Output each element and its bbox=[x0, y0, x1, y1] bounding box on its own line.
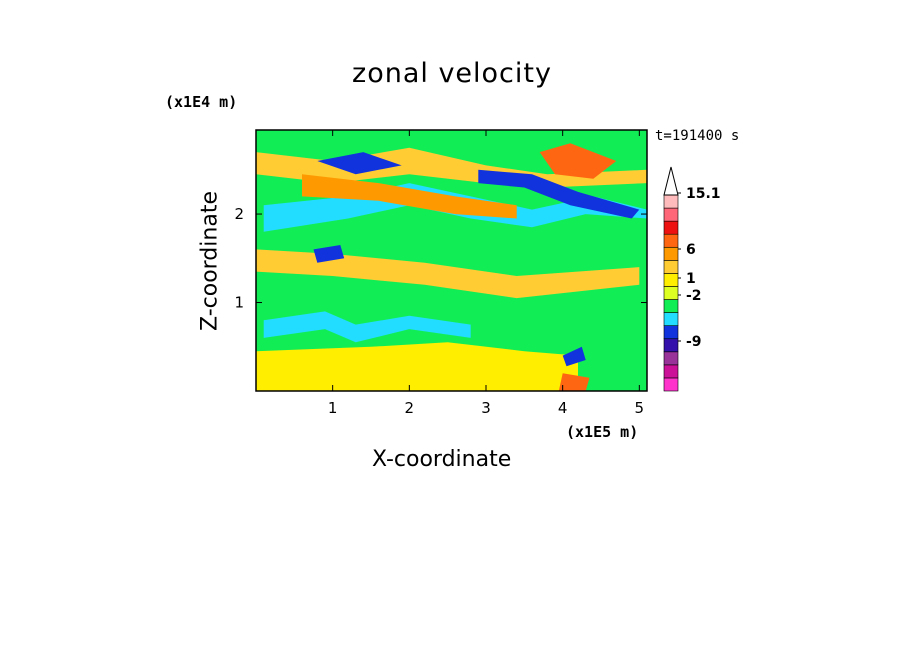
x-axis-exponent-label: (x1E5 m) bbox=[566, 423, 639, 441]
colorbar-swatch bbox=[663, 260, 679, 274]
contour-band bbox=[317, 152, 402, 175]
x-tick-label: 1 bbox=[328, 399, 338, 417]
plot-frame bbox=[255, 129, 648, 392]
contour-band bbox=[539, 143, 617, 179]
colorbar-label: -2 bbox=[686, 288, 702, 304]
colorbar-swatch bbox=[663, 299, 679, 313]
x-tick-label: 5 bbox=[635, 399, 645, 417]
contour-band bbox=[562, 346, 586, 367]
colorbar-swatch bbox=[663, 246, 679, 261]
contour-band bbox=[478, 169, 640, 219]
contour-band bbox=[256, 342, 578, 391]
contour-band bbox=[263, 311, 471, 343]
x-tick-label: 2 bbox=[405, 399, 415, 417]
colorbar-label: 1 bbox=[686, 271, 696, 287]
contour-field bbox=[256, 143, 647, 391]
colorbar-swatch bbox=[663, 364, 679, 379]
contour-band bbox=[256, 249, 640, 299]
colorbar-label: 15.1 bbox=[686, 186, 721, 202]
x-tick-label: 4 bbox=[558, 399, 568, 417]
contour-band bbox=[313, 245, 345, 263]
chart-title: zonal velocity bbox=[352, 58, 552, 89]
colorbar-swatch bbox=[663, 233, 679, 248]
colorbar: 15.1 6 1-2 -9 bbox=[663, 166, 721, 392]
y-tick-label: 2 bbox=[234, 205, 244, 223]
colorbar-swatch bbox=[663, 325, 679, 340]
y-axis-exponent-label: (x1E4 m) bbox=[165, 93, 238, 111]
colorbar-extend-triangle bbox=[663, 166, 679, 196]
y-axis: 12 bbox=[234, 205, 647, 312]
colorbar-swatch bbox=[663, 207, 679, 222]
y-tick-label: 1 bbox=[234, 294, 244, 312]
contour-band bbox=[558, 373, 590, 391]
x-axis-label: X-coordinate bbox=[372, 447, 512, 472]
colorbar-swatch bbox=[663, 377, 679, 392]
x-axis: 1 2 3 4 5 bbox=[328, 130, 644, 417]
colorbar-label: 6 bbox=[686, 242, 696, 258]
colorbar-swatch bbox=[663, 286, 679, 300]
x-tick-label: 3 bbox=[481, 399, 491, 417]
y-axis-label: Z-coordinate bbox=[197, 191, 223, 331]
colorbar-swatch bbox=[663, 338, 679, 353]
contour-band bbox=[302, 174, 517, 219]
colorbar-swatch bbox=[663, 194, 679, 209]
colorbar-swatch bbox=[663, 220, 679, 235]
time-label: t=191400 s bbox=[655, 128, 740, 144]
colorbar-swatch bbox=[663, 312, 679, 326]
colorbar-swatch bbox=[663, 273, 679, 287]
colorbar-label: -9 bbox=[686, 334, 702, 350]
colorbar-swatch bbox=[663, 351, 679, 366]
